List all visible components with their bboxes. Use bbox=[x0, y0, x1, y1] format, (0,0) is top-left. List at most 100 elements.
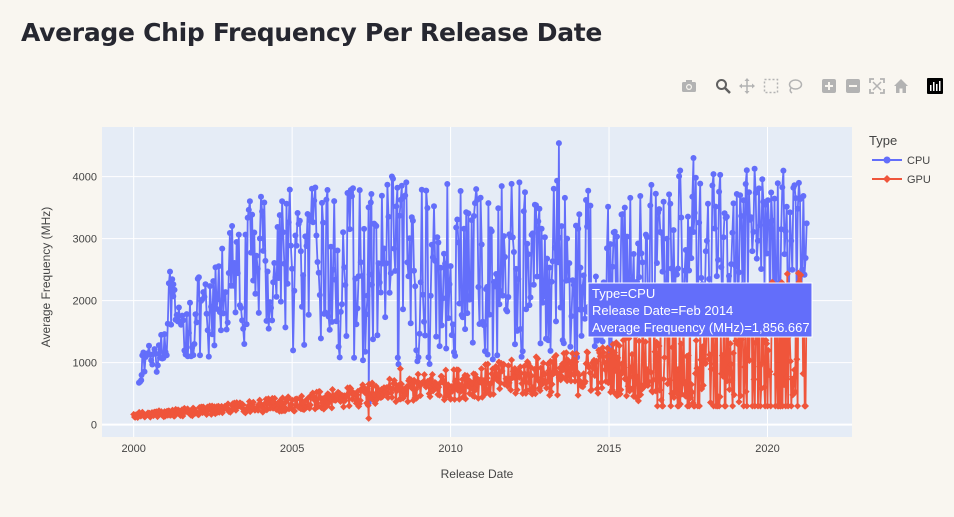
zoom-out-icon[interactable] bbox=[844, 77, 862, 95]
data-point[interactable] bbox=[382, 314, 389, 321]
data-point[interactable] bbox=[322, 309, 329, 316]
data-point[interactable] bbox=[611, 349, 619, 357]
data-point[interactable] bbox=[431, 203, 437, 210]
data-point[interactable] bbox=[783, 373, 790, 381]
data-point[interactable] bbox=[207, 283, 213, 290]
data-point[interactable] bbox=[565, 277, 572, 284]
data-point[interactable] bbox=[270, 279, 277, 286]
data-point[interactable] bbox=[668, 343, 676, 351]
data-point[interactable] bbox=[383, 260, 390, 267]
data-point[interactable] bbox=[513, 265, 520, 272]
data-point[interactable] bbox=[660, 198, 667, 205]
data-point[interactable] bbox=[519, 348, 526, 355]
data-point[interactable] bbox=[676, 400, 684, 408]
data-point[interactable] bbox=[193, 319, 200, 326]
data-point[interactable] bbox=[377, 289, 384, 296]
data-point[interactable] bbox=[626, 276, 633, 283]
data-point[interactable] bbox=[346, 226, 353, 233]
data-point[interactable] bbox=[564, 235, 571, 242]
data-point[interactable] bbox=[520, 208, 527, 215]
data-point[interactable] bbox=[302, 233, 309, 240]
data-point[interactable] bbox=[782, 228, 789, 235]
data-point[interactable] bbox=[517, 326, 524, 332]
data-point[interactable] bbox=[653, 402, 661, 410]
data-point[interactable] bbox=[598, 384, 606, 392]
data-point[interactable] bbox=[651, 348, 659, 356]
data-point[interactable] bbox=[546, 264, 553, 271]
data-point[interactable] bbox=[523, 306, 530, 313]
data-point[interactable] bbox=[552, 351, 560, 359]
data-point[interactable] bbox=[294, 210, 301, 216]
data-point[interactable] bbox=[340, 403, 348, 411]
data-point[interactable] bbox=[191, 341, 198, 347]
data-point[interactable] bbox=[505, 294, 512, 300]
data-point[interactable] bbox=[484, 360, 492, 368]
data-point[interactable] bbox=[512, 341, 518, 348]
lasso-select-icon[interactable] bbox=[786, 77, 804, 95]
data-point[interactable] bbox=[652, 190, 659, 197]
data-point[interactable] bbox=[570, 282, 577, 288]
data-point[interactable] bbox=[275, 275, 282, 281]
data-point[interactable] bbox=[736, 269, 742, 276]
data-point[interactable] bbox=[313, 232, 320, 239]
data-point[interactable] bbox=[428, 241, 435, 248]
data-point[interactable] bbox=[572, 358, 580, 366]
data-point[interactable] bbox=[330, 266, 337, 273]
data-point[interactable] bbox=[436, 391, 443, 399]
data-point[interactable] bbox=[562, 349, 570, 357]
data-point[interactable] bbox=[774, 180, 781, 187]
data-point[interactable] bbox=[803, 220, 810, 227]
data-point[interactable] bbox=[415, 354, 422, 361]
data-point[interactable] bbox=[706, 351, 714, 359]
data-point[interactable] bbox=[726, 386, 733, 393]
data-point[interactable] bbox=[407, 320, 414, 327]
data-point[interactable] bbox=[276, 212, 283, 219]
data-point[interactable] bbox=[141, 368, 148, 375]
data-point[interactable] bbox=[568, 313, 575, 320]
data-point[interactable] bbox=[296, 217, 303, 224]
data-point[interactable] bbox=[336, 354, 343, 361]
data-point[interactable] bbox=[219, 245, 226, 252]
data-point[interactable] bbox=[794, 402, 802, 410]
data-point[interactable] bbox=[787, 209, 793, 216]
data-point[interactable] bbox=[390, 175, 396, 182]
data-point[interactable] bbox=[169, 276, 176, 283]
data-point[interactable] bbox=[614, 233, 620, 240]
data-point[interactable] bbox=[335, 343, 342, 350]
data-point[interactable] bbox=[742, 388, 750, 396]
data-point[interactable] bbox=[154, 362, 161, 369]
data-point[interactable] bbox=[215, 263, 222, 270]
data-point[interactable] bbox=[262, 257, 269, 264]
data-point[interactable] bbox=[478, 241, 485, 248]
data-point[interactable] bbox=[492, 363, 500, 370]
data-point[interactable] bbox=[599, 344, 607, 352]
data-point[interactable] bbox=[760, 383, 768, 391]
data-point[interactable] bbox=[702, 248, 709, 255]
data-point[interactable] bbox=[547, 347, 554, 354]
data-point[interactable] bbox=[419, 291, 426, 298]
data-point[interactable] bbox=[743, 402, 751, 410]
data-point[interactable] bbox=[647, 368, 655, 376]
data-point[interactable] bbox=[614, 354, 622, 362]
data-point[interactable] bbox=[670, 394, 678, 401]
data-point[interactable] bbox=[362, 348, 369, 355]
data-point[interactable] bbox=[752, 189, 759, 196]
data-point[interactable] bbox=[289, 265, 295, 272]
data-point[interactable] bbox=[167, 268, 173, 275]
data-point[interactable] bbox=[566, 260, 573, 267]
data-point[interactable] bbox=[331, 198, 338, 205]
data-point[interactable] bbox=[558, 223, 565, 230]
data-point[interactable] bbox=[406, 235, 413, 242]
data-point[interactable] bbox=[527, 372, 535, 380]
data-point[interactable] bbox=[187, 299, 193, 306]
data-point[interactable] bbox=[325, 313, 332, 320]
data-point[interactable] bbox=[464, 310, 471, 317]
data-point[interactable] bbox=[676, 173, 683, 180]
data-point[interactable] bbox=[447, 395, 455, 403]
data-point[interactable] bbox=[290, 347, 297, 354]
data-point[interactable] bbox=[537, 340, 544, 347]
data-point[interactable] bbox=[677, 340, 685, 348]
data-point[interactable] bbox=[687, 381, 695, 388]
data-point[interactable] bbox=[422, 332, 429, 339]
data-point[interactable] bbox=[203, 310, 210, 317]
